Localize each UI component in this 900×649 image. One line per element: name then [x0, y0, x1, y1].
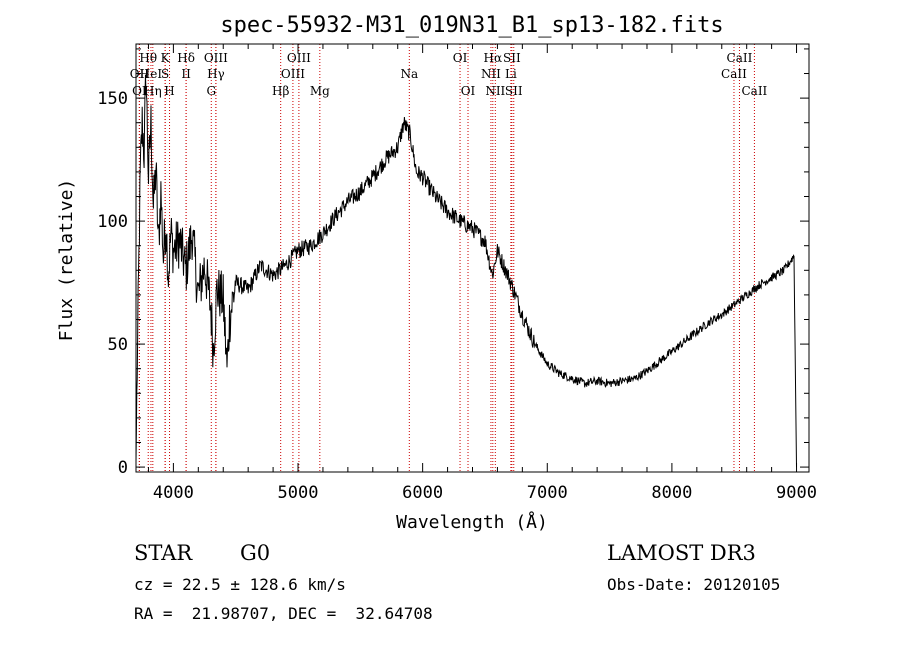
emission-line-label: Mg	[310, 84, 330, 98]
coordinates: RA = 21.98707, DEC = 32.64708	[134, 604, 433, 623]
emission-line-label: Hη	[144, 84, 162, 98]
emission-line-label: Hδ	[177, 51, 195, 65]
emission-line-label: OI	[453, 51, 468, 65]
emission-line-label: K	[161, 51, 171, 65]
object-class: STAR	[134, 541, 193, 565]
emission-line-layer	[138, 44, 755, 472]
emission-line-label: HeI	[140, 67, 163, 81]
survey-name: LAMOST DR3	[607, 541, 756, 565]
emission-line-label: NII	[481, 67, 501, 81]
x-tick-label: 5000	[278, 483, 319, 503]
y-axis-label: Flux (relative)	[56, 179, 77, 342]
emission-line-label: CaII	[721, 67, 747, 81]
y-tick-label: 0	[118, 458, 128, 478]
emission-line-label: Hγ	[207, 67, 225, 81]
emission-line-label: Hθ	[139, 51, 157, 65]
emission-line-label: OIII	[204, 51, 228, 65]
obs-date: Obs-Date: 20120105	[607, 575, 781, 594]
emission-line-label: CaII	[727, 51, 753, 65]
emission-line-label: OIII	[287, 51, 311, 65]
emission-line-label: Na	[400, 67, 418, 81]
emission-line-label: NII	[485, 84, 505, 98]
chart-title: spec-55932-M31_019N31_B1_sp13-182.fits	[220, 13, 723, 38]
y-tick-label: 50	[108, 335, 128, 355]
x-tick-label: 6000	[402, 483, 443, 503]
emission-line-label: CaII	[741, 84, 767, 98]
emission-line-label: II	[181, 67, 191, 81]
emission-line-label: H	[164, 84, 174, 98]
emission-line-label: SII	[503, 51, 521, 65]
redshift-info: cz = 22.5 ± 128.6 km/s	[134, 575, 346, 594]
x-axis-label: Wavelength (Å)	[396, 511, 548, 533]
emission-line-label: S	[161, 67, 169, 81]
tick-layer: 4000 5000 6000 7000 8000 9000 0 50 100 150	[97, 44, 817, 503]
x-tick-label: 4000	[153, 483, 194, 503]
emission-line-label: Li	[505, 67, 517, 81]
emission-line-label: OIII	[281, 67, 305, 81]
emission-line-label: Hα	[484, 51, 503, 65]
emission-line-label: OI	[461, 84, 476, 98]
emission-line-label: SII	[505, 84, 523, 98]
y-tick-label: 100	[97, 212, 128, 232]
emission-line-label: Hβ	[272, 84, 289, 98]
x-tick-label: 9000	[776, 483, 817, 503]
y-tick-label: 150	[97, 89, 128, 109]
plot-frame	[135, 43, 810, 473]
x-tick-label: 7000	[527, 483, 568, 503]
flux-series-line	[135, 74, 797, 468]
x-tick-label: 8000	[651, 483, 692, 503]
object-subclass: G0	[240, 541, 271, 565]
emission-line-label: G	[206, 84, 216, 98]
